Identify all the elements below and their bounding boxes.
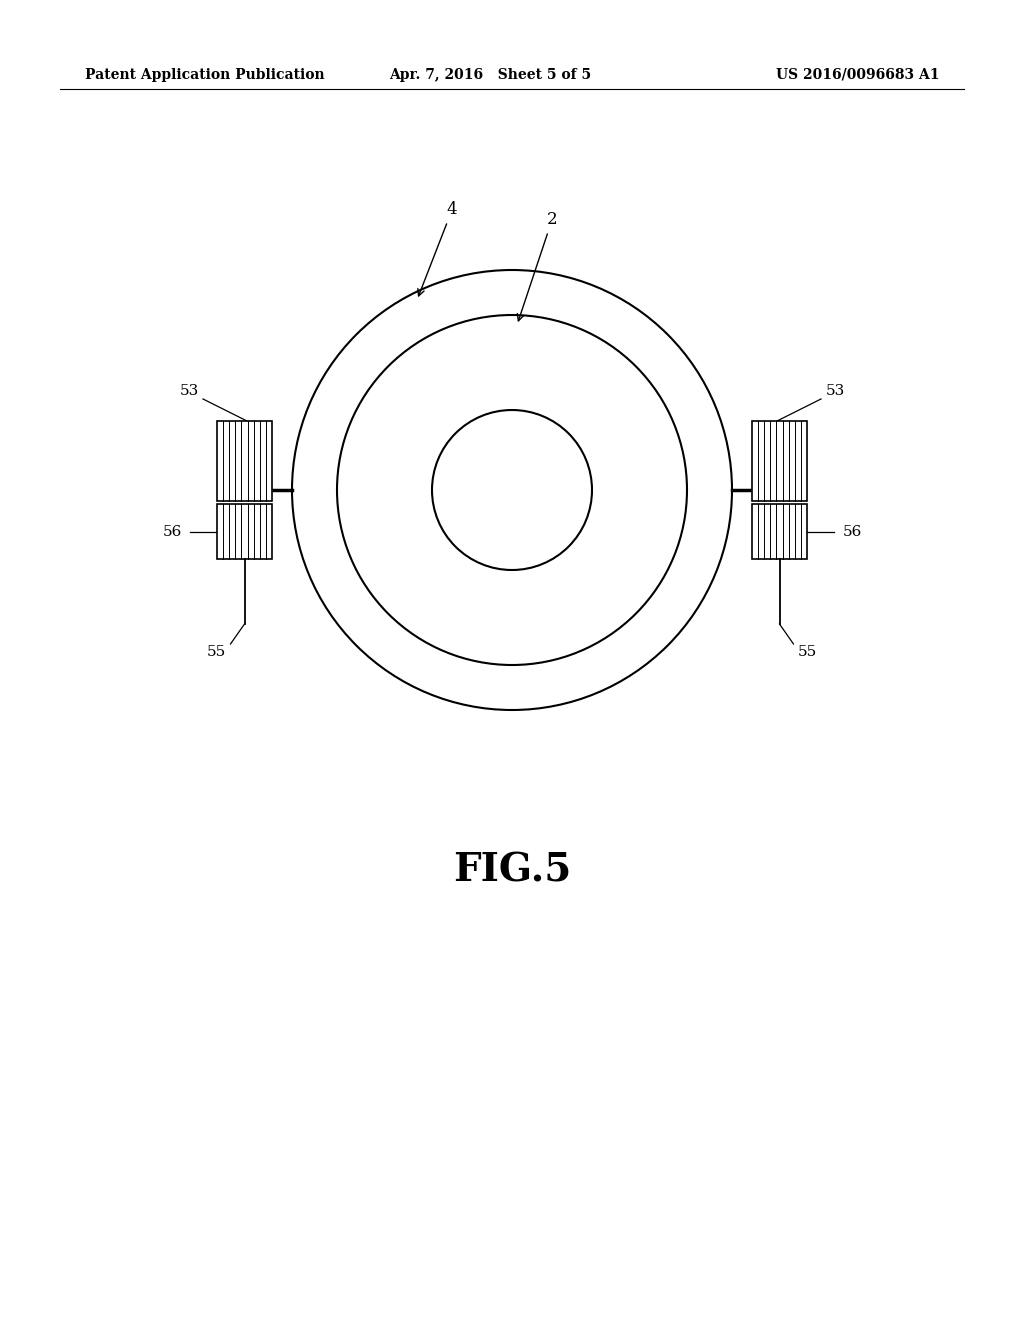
Bar (752, 504, 807, 558)
Text: Apr. 7, 2016   Sheet 5 of 5: Apr. 7, 2016 Sheet 5 of 5 (389, 69, 591, 82)
Bar (217, 504, 272, 558)
Bar (752, 421, 807, 502)
Text: 2: 2 (517, 211, 557, 321)
Bar (217, 421, 272, 502)
Text: 53: 53 (825, 384, 845, 399)
Text: US 2016/0096683 A1: US 2016/0096683 A1 (776, 69, 940, 82)
Text: 55: 55 (798, 645, 817, 659)
Text: 4: 4 (418, 202, 458, 296)
Text: FIG.5: FIG.5 (453, 851, 571, 888)
Text: 56: 56 (163, 524, 181, 539)
Text: 55: 55 (207, 645, 226, 659)
Text: 53: 53 (179, 384, 199, 399)
Text: 56: 56 (843, 524, 861, 539)
Text: Patent Application Publication: Patent Application Publication (85, 69, 325, 82)
